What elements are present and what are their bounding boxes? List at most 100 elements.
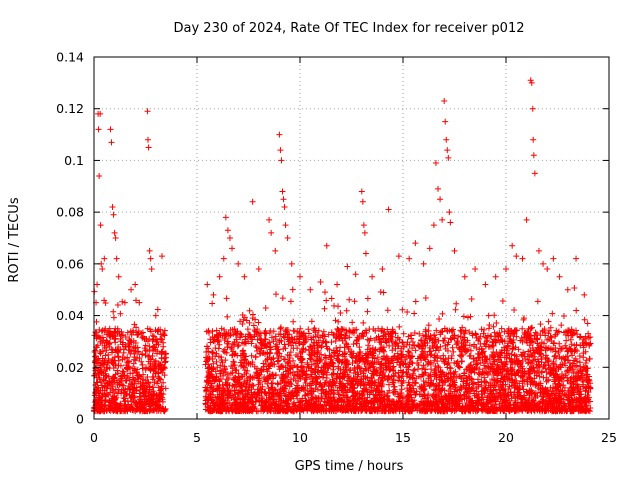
data-point [574, 331, 581, 338]
data-point [117, 310, 124, 317]
data-point [340, 383, 347, 390]
data-point [362, 399, 369, 406]
data-point [117, 362, 124, 369]
data-point [380, 289, 387, 296]
data-point [321, 352, 328, 359]
data-point [351, 298, 358, 305]
data-point [464, 314, 471, 321]
data-point [586, 355, 593, 362]
data-point [227, 332, 234, 339]
data-point [341, 351, 348, 358]
data-point [289, 286, 296, 293]
data-point [536, 373, 543, 380]
data-point [476, 371, 483, 378]
data-point [400, 330, 407, 337]
data-point [232, 399, 239, 406]
data-point [244, 326, 251, 333]
data-point [322, 289, 329, 296]
data-point [310, 339, 317, 346]
data-point [511, 307, 518, 314]
data-point [233, 339, 240, 346]
data-point [364, 394, 371, 401]
data-point [548, 334, 555, 341]
data-point [410, 370, 417, 377]
data-point [428, 377, 435, 384]
data-point [246, 307, 253, 314]
data-point [149, 373, 156, 380]
data-point [555, 328, 562, 335]
data-point [584, 320, 591, 327]
data-point [433, 376, 440, 383]
data-point [537, 389, 544, 396]
data-point [554, 387, 561, 394]
data-point [552, 333, 559, 340]
data-point [249, 336, 256, 343]
data-point [411, 330, 418, 337]
data-point [365, 342, 372, 349]
data-point [121, 395, 128, 402]
data-point [101, 297, 108, 304]
data-point [153, 350, 160, 357]
data-points [91, 77, 594, 415]
data-point [450, 348, 457, 355]
data-point [346, 334, 353, 341]
data-point [364, 295, 371, 302]
data-point [480, 330, 487, 337]
data-point [246, 384, 253, 391]
data-point [539, 385, 546, 392]
data-point [221, 365, 228, 372]
data-point [212, 394, 219, 401]
data-point [489, 342, 496, 349]
data-point [290, 318, 297, 325]
data-point [422, 342, 429, 349]
data-point [111, 353, 118, 360]
data-point [96, 376, 103, 383]
data-point [327, 356, 334, 363]
data-point [365, 379, 372, 386]
data-point [528, 390, 535, 397]
data-point [105, 341, 112, 348]
data-point [350, 341, 357, 348]
data-point [573, 341, 580, 348]
data-point [208, 349, 215, 356]
data-point [455, 334, 462, 341]
data-point [118, 332, 125, 339]
data-point [314, 386, 321, 393]
data-point [521, 315, 528, 322]
data-point [476, 346, 483, 353]
data-point [253, 344, 260, 351]
data-point [335, 391, 342, 398]
data-point [560, 354, 567, 361]
data-point [230, 359, 237, 366]
data-point [259, 383, 266, 390]
data-point [574, 372, 581, 379]
data-point [543, 398, 550, 405]
data-point [139, 365, 146, 372]
data-point [477, 333, 484, 340]
data-point [399, 339, 406, 346]
data-point [371, 336, 378, 343]
data-point [264, 368, 271, 375]
data-point [462, 327, 469, 334]
data-point [389, 342, 396, 349]
data-point [305, 326, 312, 333]
data-point [114, 367, 121, 374]
data-point [299, 401, 306, 408]
data-point [160, 343, 167, 350]
data-point [248, 340, 255, 347]
data-point [114, 301, 121, 308]
data-point [475, 350, 482, 357]
data-point [134, 354, 141, 361]
data-point [350, 370, 357, 377]
data-point [330, 394, 337, 401]
data-point [472, 331, 479, 338]
data-point [360, 385, 367, 392]
data-point [564, 367, 571, 374]
data-point [419, 365, 426, 372]
data-point [466, 328, 473, 335]
data-point [583, 357, 590, 364]
data-point [433, 327, 440, 334]
data-point [549, 310, 556, 317]
data-point [396, 323, 403, 330]
data-point [404, 371, 411, 378]
